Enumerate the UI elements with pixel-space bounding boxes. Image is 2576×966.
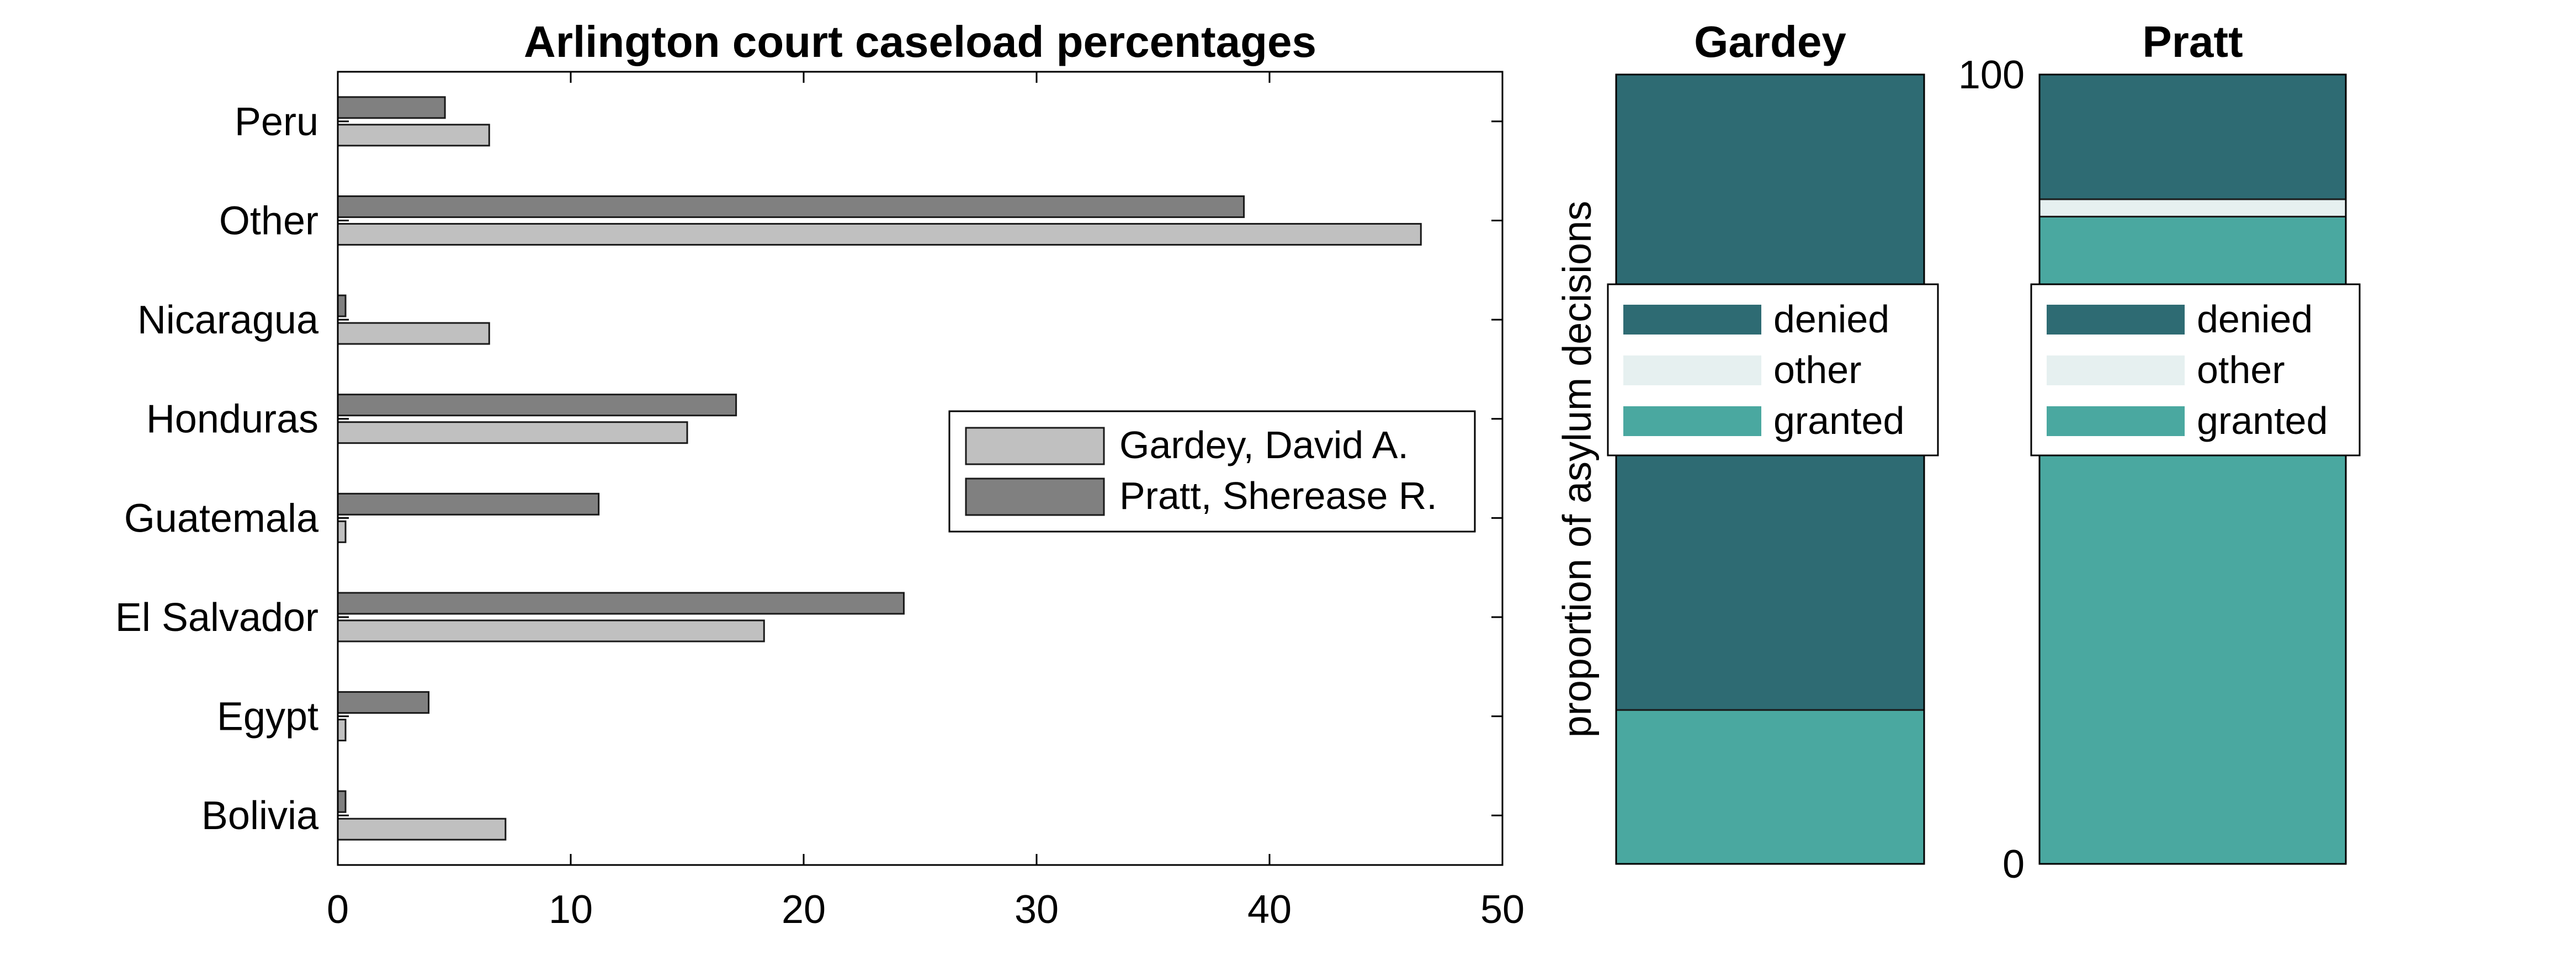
category-label-peru: Peru	[235, 100, 318, 144]
series-pratt-sherease-r	[337, 96, 1245, 813]
legend-swatch-other	[2047, 355, 2185, 385]
bar-bolivia-gardey-david-a	[337, 818, 507, 841]
x-tick-label-10: 10	[549, 888, 593, 932]
legend-swatch-other	[1623, 355, 1761, 385]
caseload-chart: 0 10 20 30 40 50 Bolivia Egypt El Salvador Guatem…	[115, 17, 1525, 932]
bar-frame	[1615, 73, 1925, 865]
series-gardey-david-a	[337, 124, 1422, 841]
legend-swatch-denied	[1623, 305, 1761, 335]
category-label-other: Other	[219, 199, 318, 243]
y-tick-label-0: 0	[2003, 842, 2025, 887]
y-tick-label-100: 100	[1958, 53, 2025, 97]
legend-label-granted: granted	[2197, 399, 2328, 442]
legend-label-granted: granted	[1773, 399, 1904, 442]
bar-other-pratt-sherease-r	[337, 195, 1245, 218]
bar-egypt-gardey-david-a	[337, 719, 347, 742]
pratt-chart: Pratt denied other granted 0 100	[1958, 17, 2361, 887]
legend-label-denied: denied	[2197, 298, 2313, 341]
y-axis-label: proportion of asylum decisions	[1555, 201, 1600, 738]
legend: denied other granted	[2030, 283, 2361, 457]
bar-nicaragua-pratt-sherease-r	[337, 294, 347, 317]
segment-granted	[1615, 709, 1925, 865]
legend-label-denied: denied	[1773, 298, 1889, 341]
bar-guatemala-gardey-david-a	[337, 520, 347, 543]
bar-peru-pratt-sherease-r	[337, 96, 446, 119]
bar-bolivia-pratt-sherease-r	[337, 790, 347, 813]
bar-el-salvador-gardey-david-a	[337, 619, 765, 643]
chart-title: Arlington court caseload percentages	[524, 17, 1316, 66]
legend-swatch-pratt-sherease-r	[965, 477, 1105, 516]
gardey-chart: Gardey denied other granted proportion of as…	[1555, 17, 1939, 865]
legend: denied other granted	[1607, 283, 1939, 457]
bar-frame	[2038, 73, 2347, 865]
segment-denied	[2038, 73, 2347, 200]
category-label-nicaragua: Nicaragua	[137, 298, 319, 342]
category-label-guatemala: Guatemala	[124, 496, 319, 540]
legend-label-other: other	[1773, 348, 1862, 391]
x-tick-label-30: 30	[1015, 888, 1059, 932]
x-tick-label-40: 40	[1247, 888, 1292, 932]
legend-swatch-granted	[1623, 406, 1761, 436]
bar-guatemala-pratt-sherease-r	[337, 492, 600, 516]
legend-swatch-granted	[2047, 406, 2185, 436]
legend-label-pratt-sherease-r: Pratt, Sherease R.	[1119, 474, 1437, 517]
category-label-bolivia: Bolivia	[201, 794, 319, 838]
x-tick-label-20: 20	[782, 888, 826, 932]
plot-frame	[337, 71, 1504, 866]
category-label-egypt: Egypt	[217, 695, 318, 739]
panel-title: Gardey	[1694, 17, 1846, 66]
x-tick-label-50: 50	[1480, 888, 1525, 932]
segment-other	[2038, 198, 2347, 217]
bar-egypt-pratt-sherease-r	[337, 691, 430, 714]
legend-swatch-gardey-david-a	[965, 427, 1105, 465]
bar-nicaragua-gardey-david-a	[337, 322, 490, 345]
bar-el-salvador-pratt-sherease-r	[337, 592, 905, 615]
panel-title: Pratt	[2142, 17, 2243, 66]
bar-other-gardey-david-a	[337, 222, 1422, 246]
bar-peru-gardey-david-a	[337, 124, 490, 147]
legend-label-other: other	[2197, 348, 2285, 391]
x-tick-label-0: 0	[327, 888, 349, 932]
category-label-el-salvador: El Salvador	[115, 596, 318, 640]
legend: Gardey, David A. Pratt, Sherease R.	[948, 410, 1476, 533]
category-label-honduras: Honduras	[146, 397, 318, 442]
bar-honduras-pratt-sherease-r	[337, 394, 737, 417]
legend-label-gardey-david-a: Gardey, David A.	[1119, 423, 1409, 466]
legend-swatch-denied	[2047, 305, 2185, 335]
bar-honduras-gardey-david-a	[337, 421, 688, 444]
